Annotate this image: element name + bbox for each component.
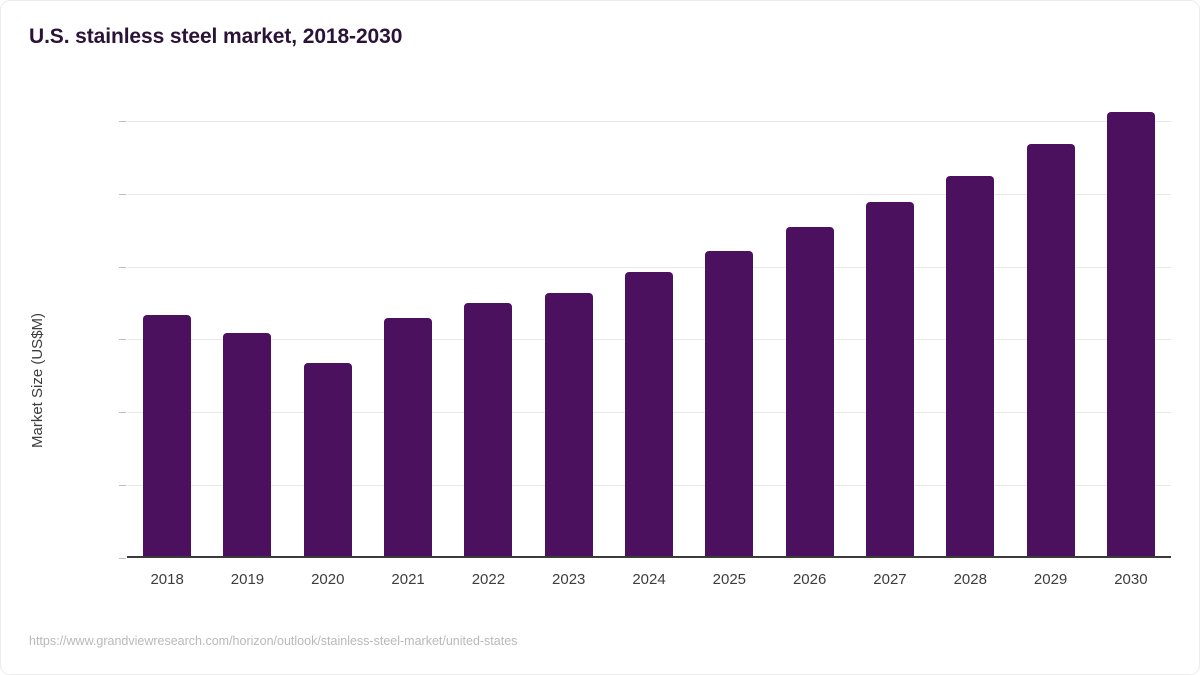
bar-slot: 2020 [288,111,368,588]
bar-2022[interactable] [464,303,513,558]
x-tick-label-2027: 2027 [873,571,907,588]
x-tick-label-2022: 2022 [471,571,506,588]
y-tick-mark [119,266,126,268]
bar-2023[interactable] [544,292,593,558]
bar-slot: 2024 [609,111,689,588]
x-tick-label-2024: 2024 [632,571,666,588]
x-tick-label-2030: 2030 [1114,571,1148,588]
bar-slot: 2030 [1091,111,1171,588]
bar-slot: 2021 [368,111,448,588]
bar-2021[interactable] [384,317,433,558]
y-tick-mark [119,193,126,195]
bar-slot: 2023 [529,111,609,588]
bar-slot: 2029 [1010,111,1090,588]
x-tick-label-2026: 2026 [792,571,827,588]
bar-series: 2018 2019 2020 2021 2022 2023 2024 2025 2026 2027… [127,111,1171,588]
y-tick-mark [119,558,126,559]
x-tick-label-2018: 2018 [150,571,184,588]
x-tick-label-2020: 2020 [311,571,345,588]
bar-2030[interactable] [1106,111,1155,558]
bar-2028[interactable] [946,175,995,558]
bar-2024[interactable] [625,271,674,558]
x-tick-label-2023: 2023 [552,571,586,588]
bar-slot: 2018 [127,111,207,588]
x-axis-line [127,556,1171,558]
y-tick-mark [119,485,126,487]
bar-slot: 2026 [770,111,850,588]
y-axis-title: Market Size (US$M) [29,312,46,448]
x-tick-label-2028: 2028 [953,571,987,588]
y-tick-mark [119,120,126,122]
bar-2020[interactable] [303,363,352,558]
page-title: U.S. stainless steel market, 2018-2030 [29,25,403,48]
bar-2027[interactable] [865,201,914,558]
x-tick-label-2019: 2019 [230,571,265,588]
bar-2025[interactable] [705,250,754,558]
x-tick-label-2029: 2029 [1033,571,1068,588]
gridline [127,120,1171,122]
bar-2029[interactable] [1026,143,1075,558]
bar-slot: 2022 [448,111,528,588]
bar-2018[interactable] [143,314,192,558]
y-tick-mark [119,339,126,341]
bar-slot: 2028 [930,111,1010,588]
bar-slot: 2025 [689,111,769,588]
bar-2019[interactable] [223,333,272,558]
gridline [127,193,1171,195]
bar-slot: 2027 [850,111,930,588]
bar-slot: 2019 [207,111,287,588]
x-tick-label-2021: 2021 [391,571,425,588]
plot-area: 02.5k5k7.5k10k12.5k15k 20182019202020212… [119,111,1171,588]
y-tick-mark [119,412,126,414]
bar-2026[interactable] [785,226,834,558]
source-url[interactable]: https://www.grandviewresearch.com/horizo… [29,634,518,648]
x-tick-label-2025: 2025 [712,571,747,588]
gridline [127,266,1171,268]
